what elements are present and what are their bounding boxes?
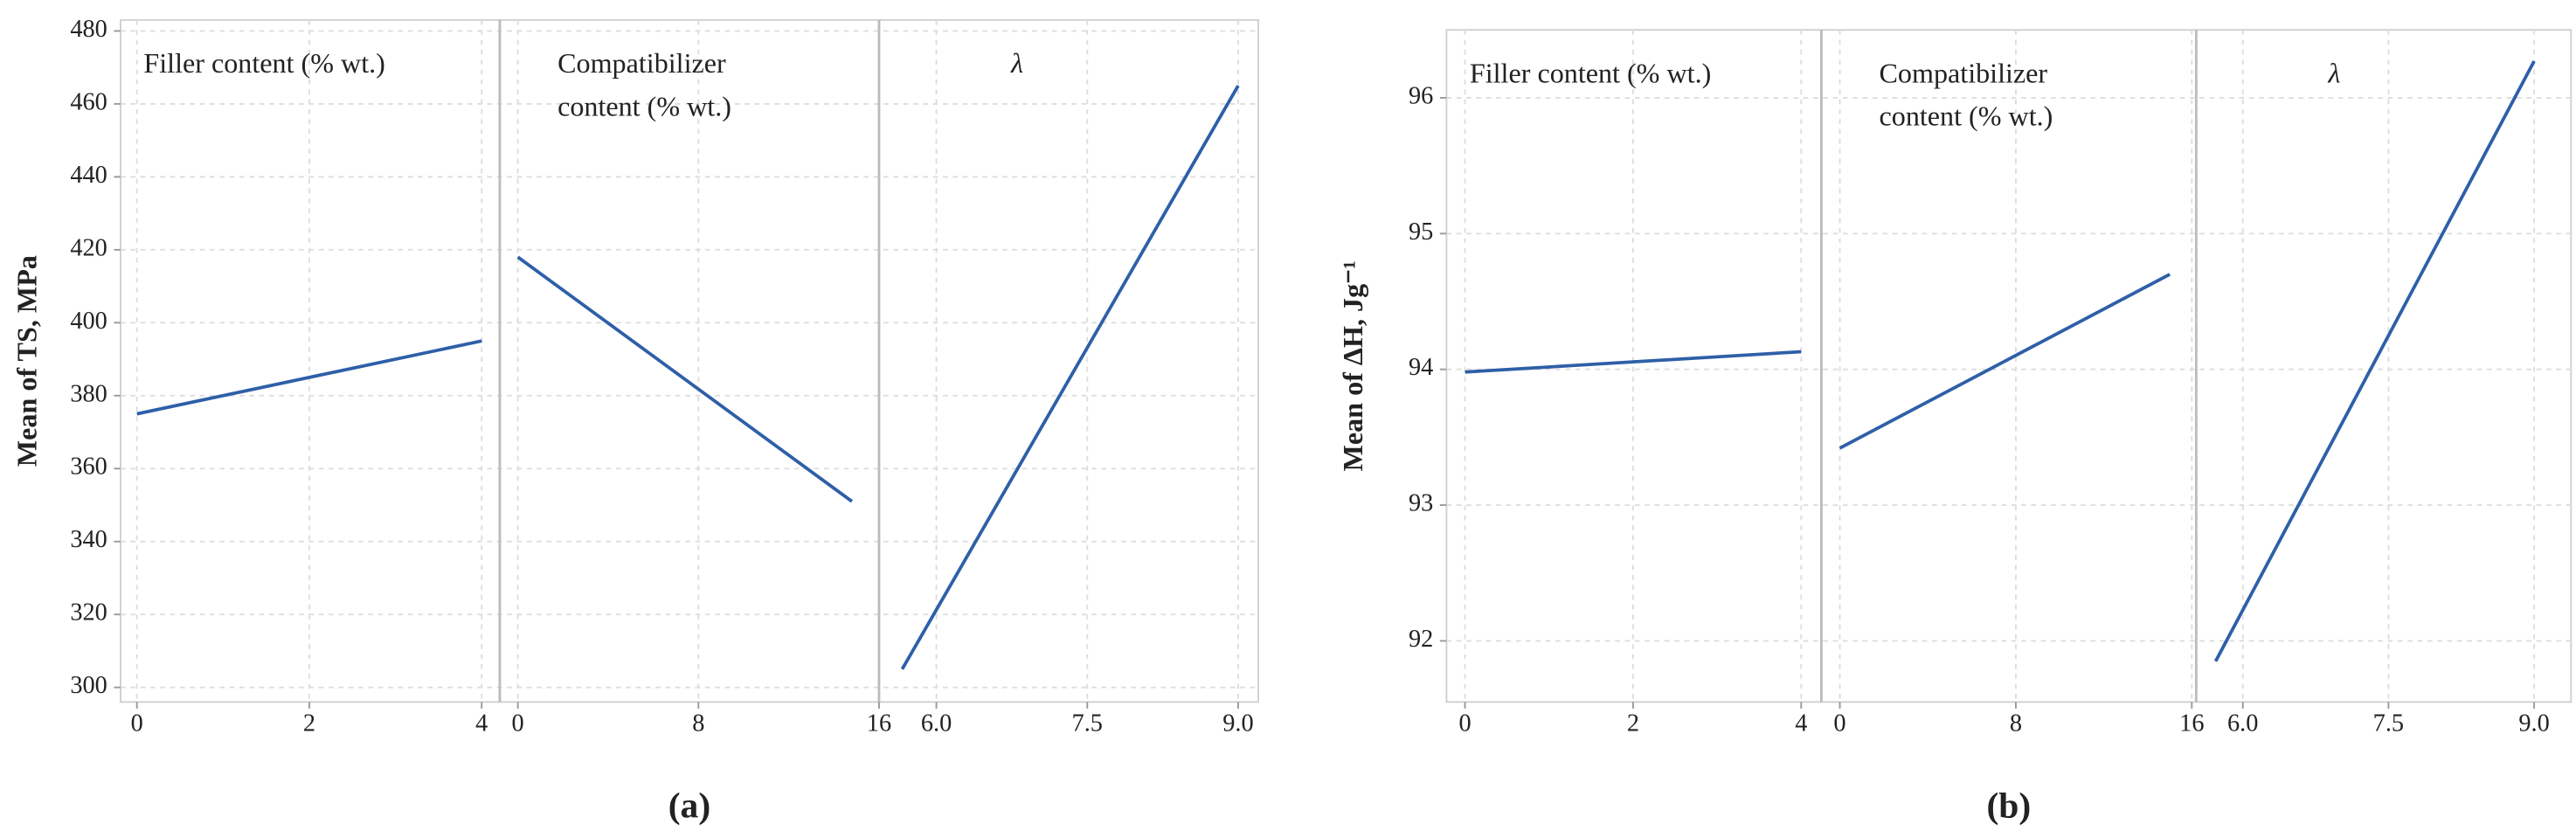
x-tick-label: 8 bbox=[692, 710, 704, 737]
y-tick-label: 360 bbox=[70, 454, 107, 481]
x-tick-label: 6.0 bbox=[921, 710, 952, 737]
x-tick-label: 16 bbox=[867, 710, 891, 737]
y-tick-label: 95 bbox=[1409, 218, 1433, 246]
x-tick-label: 9.0 bbox=[2518, 710, 2549, 737]
x-tick-label: 2 bbox=[303, 710, 315, 737]
x-tick-label: 4 bbox=[1795, 710, 1807, 737]
effect-line bbox=[1465, 350, 1802, 374]
effect-line bbox=[516, 255, 854, 503]
y-tick-label: 96 bbox=[1409, 82, 1433, 109]
effect-line bbox=[136, 339, 482, 416]
x-tick-label: 0 bbox=[1458, 710, 1471, 737]
x-tick-label: 9.0 bbox=[1222, 710, 1253, 737]
y-axis-label: Mean of ΔH, Jg⁻¹ bbox=[1337, 260, 1368, 471]
plot-frame bbox=[1445, 29, 2573, 703]
y-tick-label: 400 bbox=[70, 308, 107, 335]
y-tick-label: 93 bbox=[1409, 490, 1433, 517]
effect-line bbox=[2213, 60, 2536, 662]
y-tick-label: 380 bbox=[70, 380, 107, 407]
y-tick-label: 440 bbox=[70, 162, 107, 189]
y-tick-label: 320 bbox=[70, 599, 107, 627]
panel-title: λ bbox=[1010, 47, 1023, 79]
x-tick-label: 16 bbox=[2179, 710, 2204, 737]
x-tick-label: 7.5 bbox=[2373, 710, 2404, 737]
y-tick-label: 92 bbox=[1409, 626, 1433, 653]
panel-title: Compatibilizer bbox=[557, 47, 726, 79]
panel-title: content (% wt.) bbox=[557, 90, 731, 121]
plot-frame bbox=[120, 18, 1259, 703]
effect-line bbox=[900, 85, 1240, 670]
x-tick-label: 2 bbox=[1627, 710, 1639, 737]
y-tick-label: 300 bbox=[70, 672, 107, 699]
x-tick-label: 6.0 bbox=[2227, 710, 2258, 737]
x-tick-label: 0 bbox=[512, 710, 524, 737]
x-tick-label: 0 bbox=[1833, 710, 1845, 737]
x-tick-label: 4 bbox=[475, 710, 488, 737]
y-tick-label: 420 bbox=[70, 234, 107, 261]
y-axis-label: Mean of TS, MPa bbox=[10, 255, 42, 467]
x-tick-label: 7.5 bbox=[1072, 710, 1103, 737]
caption: (b) bbox=[1986, 786, 2031, 827]
panel-title: Filler content (% wt.) bbox=[143, 47, 384, 79]
caption: (a) bbox=[668, 786, 710, 827]
x-tick-label: 0 bbox=[131, 710, 143, 737]
panel-title: Compatibilizer bbox=[1880, 58, 2048, 89]
y-tick-label: 480 bbox=[70, 16, 107, 43]
y-tick-label: 340 bbox=[70, 526, 107, 553]
y-tick-label: 460 bbox=[70, 88, 107, 115]
effect-line bbox=[1839, 273, 2171, 450]
panel-title: λ bbox=[2328, 58, 2341, 89]
x-tick-label: 8 bbox=[2010, 710, 2022, 737]
panel-title: Filler content (% wt.) bbox=[1470, 58, 1711, 89]
panel-title: content (% wt.) bbox=[1880, 100, 2053, 132]
y-tick-label: 94 bbox=[1409, 354, 1433, 381]
